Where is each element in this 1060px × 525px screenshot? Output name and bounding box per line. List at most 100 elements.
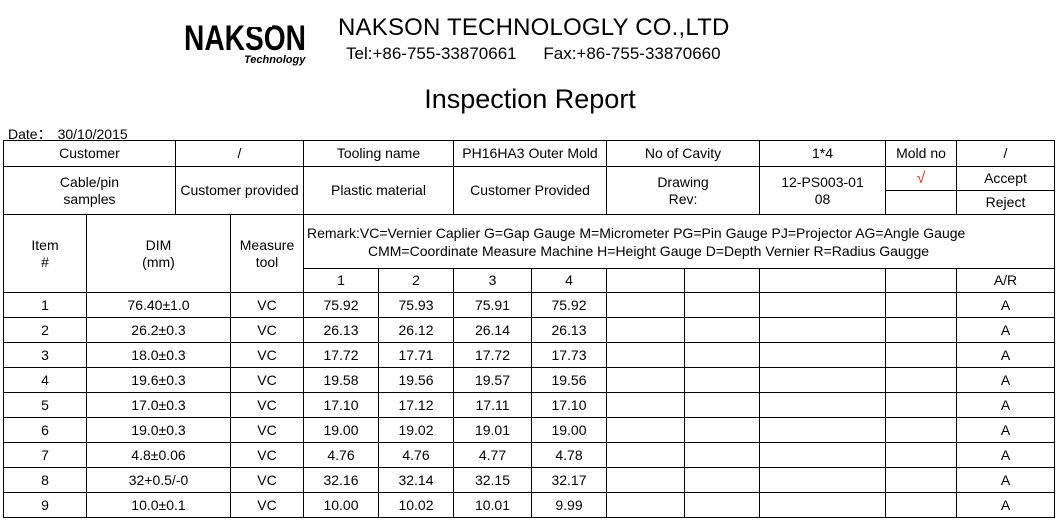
- measurement-cell: 32.15: [453, 467, 532, 493]
- measurement-cell: 19.58: [303, 367, 379, 393]
- check-mark-icon: √: [916, 170, 926, 187]
- measurement-cell: 32.16: [303, 467, 379, 493]
- col-header-empty: [759, 268, 886, 293]
- cable-pin-value: Customer provided: [175, 166, 304, 215]
- fax-number: Fax:+86-755-33870660: [543, 44, 721, 63]
- ar-result-cell: A: [956, 492, 1055, 518]
- measurement-cell: 19.56: [378, 367, 454, 393]
- measurement-cell: 75.91: [453, 292, 532, 318]
- item-number-cell: 8: [3, 467, 87, 493]
- measurement-cell: 19.00: [531, 417, 607, 443]
- dim-header: DIM (mm): [86, 214, 231, 293]
- item-number-cell: 4: [3, 367, 87, 393]
- dim-cell: 4.8±0.06: [86, 442, 231, 468]
- empty-cell: [684, 417, 760, 443]
- measurement-cell: 32.17: [531, 467, 607, 493]
- measurement-cell: 17.71: [378, 342, 454, 368]
- measurement-cell: 19.01: [453, 417, 532, 443]
- empty-cell: [684, 342, 760, 368]
- ar-header: A/R: [956, 268, 1055, 293]
- measurement-cell: 26.12: [378, 317, 454, 343]
- item-number-cell: 5: [3, 392, 87, 418]
- empty-cell: [684, 467, 760, 493]
- empty-cell: [759, 492, 886, 518]
- col-header-empty: [684, 268, 760, 293]
- table-row: 7 4.8±0.06 VC 4.76 4.76 4.77 4.78 A: [3, 442, 1055, 468]
- measurement-cell: 26.14: [453, 317, 532, 343]
- ar-result-cell: A: [956, 292, 1055, 318]
- drawing-rev-label: Drawing Rev:: [606, 166, 760, 215]
- table-row: 2 26.2±0.3 VC 26.13 26.12 26.14 26.13 A: [3, 317, 1055, 343]
- empty-cell: [606, 317, 685, 343]
- empty-cell: [759, 342, 886, 368]
- date-label: Date：: [8, 126, 52, 142]
- drawing-rev-value: 12-PS003-01 08: [759, 166, 886, 215]
- empty-cell: [684, 392, 760, 418]
- dim-cell: 18.0±0.3: [86, 342, 231, 368]
- empty-cell: [684, 292, 760, 318]
- table-row: 6 19.0±0.3 VC 19.00 19.02 19.01 19.00 A: [3, 417, 1055, 443]
- empty-cell: [606, 467, 685, 493]
- page-title: Inspection Report: [424, 84, 636, 114]
- empty-cell: [759, 417, 886, 443]
- empty-cell: [759, 367, 886, 393]
- empty-cell: [606, 492, 685, 518]
- item-number-cell: 1: [3, 292, 87, 318]
- dim-cell: 26.2±0.3: [86, 317, 231, 343]
- measurement-cell: 32.14: [378, 467, 454, 493]
- remark-legend: Remark:VC=Vernier Caplier G=Gap Gauge M=…: [303, 214, 1055, 269]
- tooling-value: PH16HA3 Outer Mold: [453, 140, 607, 167]
- empty-cell: [759, 292, 886, 318]
- info-row-1: Customer / Tooling name PH16HA3 Outer Mo…: [3, 140, 1055, 167]
- empty-cell: [606, 292, 685, 318]
- empty-cell: [885, 317, 957, 343]
- customer-label: Customer: [3, 140, 176, 167]
- measurement-cell: 26.13: [531, 317, 607, 343]
- cavity-label: No of Cavity: [606, 140, 760, 167]
- table-row: 4 19.6±0.3 VC 19.58 19.56 19.57 19.56 A: [3, 367, 1055, 393]
- measurement-cell: 75.92: [531, 292, 607, 318]
- dim-cell: 19.6±0.3: [86, 367, 231, 393]
- reject-check-cell: [885, 190, 957, 215]
- ar-result-cell: A: [956, 467, 1055, 493]
- plastic-material-value: Customer Provided: [453, 166, 607, 215]
- item-number-cell: 6: [3, 417, 87, 443]
- col-header-2: 2: [378, 268, 454, 293]
- plastic-material-label: Plastic material: [303, 166, 454, 215]
- measurement-cell: 10.01: [453, 492, 532, 518]
- item-header: Item #: [3, 214, 87, 293]
- dim-cell: 76.40±1.0: [86, 292, 231, 318]
- empty-cell: [606, 392, 685, 418]
- empty-cell: [885, 292, 957, 318]
- empty-cell: [606, 342, 685, 368]
- measurement-cell: 17.12: [378, 392, 454, 418]
- measurement-cell: 17.72: [453, 342, 532, 368]
- measure-header-row: Item # DIM (mm) Measure tool Remark:VC=Vern…: [3, 214, 1055, 293]
- measurement-cell: 4.76: [378, 442, 454, 468]
- empty-cell: [885, 467, 957, 493]
- measurement-cell: 17.10: [303, 392, 379, 418]
- empty-cell: [684, 317, 760, 343]
- measure-tool-cell: VC: [230, 292, 304, 318]
- company-logo: NAKSON Technology: [184, 16, 308, 66]
- measure-tool-cell: VC: [230, 367, 304, 393]
- empty-cell: [885, 342, 957, 368]
- item-number-cell: 9: [3, 492, 87, 518]
- measurement-cell: 4.77: [453, 442, 532, 468]
- measurement-cell: 10.00: [303, 492, 379, 518]
- measure-tool-cell: VC: [230, 492, 304, 518]
- measurement-cell: 10.02: [378, 492, 454, 518]
- empty-cell: [684, 442, 760, 468]
- measure-tool-header: Measure tool: [230, 214, 304, 293]
- ar-result-cell: A: [956, 317, 1055, 343]
- measurement-cell: 19.02: [378, 417, 454, 443]
- measurement-cell: 17.73: [531, 342, 607, 368]
- table-row: 9 10.0±0.1 VC 10.00 10.02 10.01 9.99 A: [3, 492, 1055, 518]
- cavity-value: 1*4: [759, 140, 886, 167]
- customer-value: /: [175, 140, 304, 167]
- item-number-cell: 3: [3, 342, 87, 368]
- dim-cell: 17.0±0.3: [86, 392, 231, 418]
- info-row-3: Reject: [4, 190, 1055, 215]
- item-number-cell: 7: [3, 442, 87, 468]
- item-number-cell: 2: [3, 317, 87, 343]
